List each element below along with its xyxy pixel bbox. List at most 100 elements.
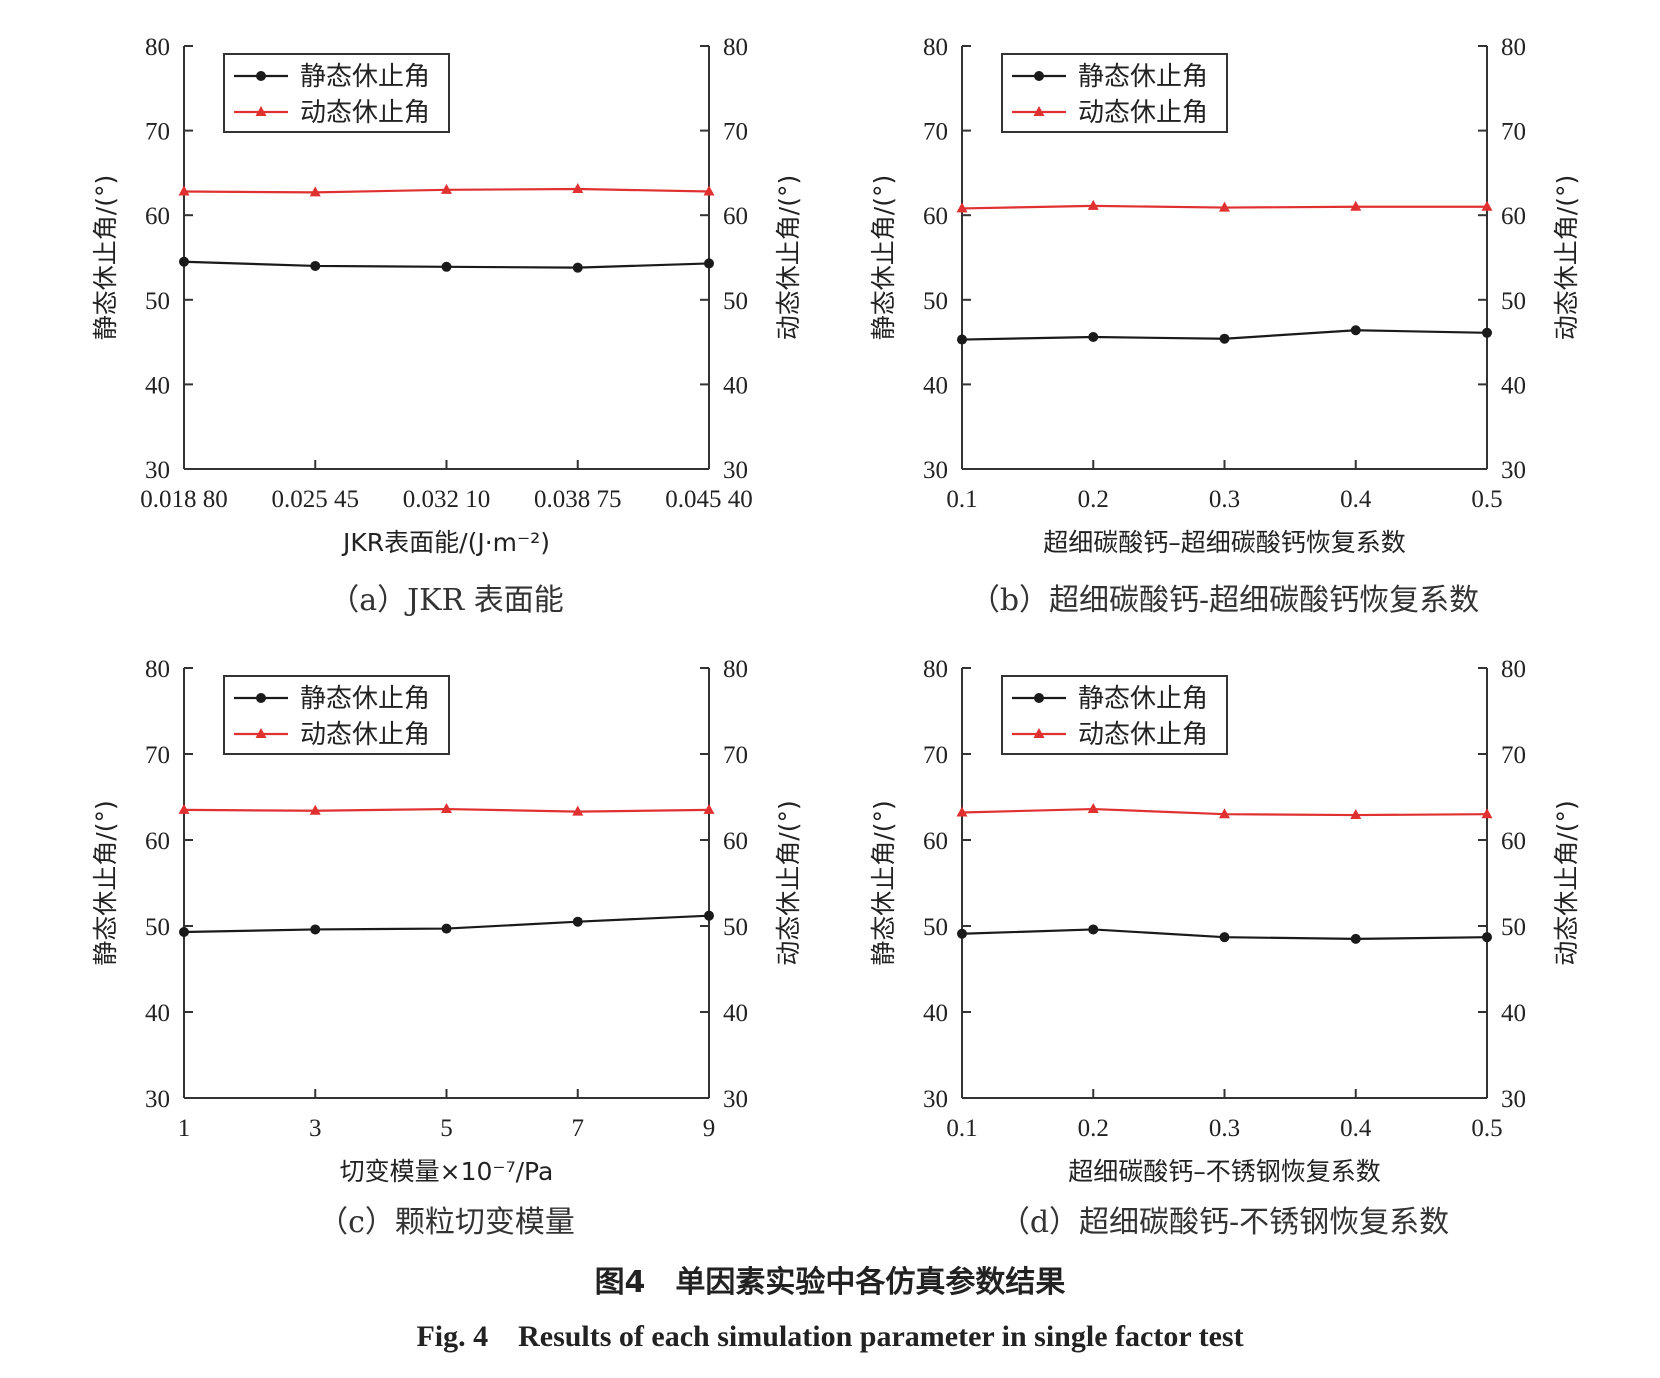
dynamic-data-point <box>956 202 968 213</box>
dynamic-data-point <box>309 804 321 815</box>
right-y-tick-label: 40 <box>723 1000 748 1027</box>
left-y-tick-label: 40 <box>145 1000 170 1027</box>
x-tick-label: 0.018 80 <box>140 486 228 513</box>
legend-marker-circle <box>256 693 266 703</box>
right-y-tick-label: 30 <box>1501 1086 1526 1113</box>
dynamic-data-point <box>309 186 321 197</box>
x-axis-title: 切变模量×10⁻⁷/Pa <box>340 1157 554 1186</box>
x-tick-label: 5 <box>440 1115 453 1142</box>
right-y-tick-label: 70 <box>1501 119 1526 146</box>
dynamic-data-point <box>1481 808 1493 819</box>
right-y-tick-label: 40 <box>723 372 748 399</box>
left-y-tick-label: 80 <box>923 34 948 61</box>
right-y-tick-label: 80 <box>1501 656 1526 683</box>
x-tick-label: 0.3 <box>1209 1115 1240 1142</box>
right-y-tick-label: 30 <box>723 1086 748 1113</box>
right-y-tick-label: 70 <box>723 119 748 146</box>
x-tick-label: 1 <box>178 1115 191 1142</box>
right-y-axis-title: 动态休止角/(°) <box>774 800 803 965</box>
right-y-tick-label: 50 <box>1501 288 1526 315</box>
left-y-tick-label: 50 <box>923 914 948 941</box>
legend-box <box>1001 53 1228 133</box>
legend-marker-triangle <box>1033 728 1045 738</box>
legend-label: 静态休止角 <box>300 684 430 714</box>
dynamic-data-point <box>1481 200 1493 211</box>
left-y-tick-label: 60 <box>923 203 948 230</box>
x-axis-title: 超细碳酸钙–不锈钢恢复系数 <box>1068 1157 1381 1186</box>
legend-box <box>223 53 450 133</box>
left-y-tick-label: 80 <box>145 34 170 61</box>
legend-label: 动态休止角 <box>300 98 430 128</box>
dynamic-data-point <box>703 185 715 196</box>
right-y-tick-label: 60 <box>1501 828 1526 855</box>
x-tick-label: 0.3 <box>1209 486 1240 513</box>
right-y-axis-title: 动态休止角/(°) <box>1552 175 1581 340</box>
static-data-point <box>1088 332 1099 343</box>
panel-caption: （b）超细碳酸钙-超细碳酸钙恢复系数 <box>970 583 1479 618</box>
right-y-tick-label: 60 <box>723 203 748 230</box>
left-y-axis-title: 静态休止角/(°) <box>91 800 120 965</box>
x-tick-label: 0.032 10 <box>403 486 491 513</box>
left-y-axis-title: 静态休止角/(°) <box>869 800 898 965</box>
right-y-tick-label: 60 <box>1501 203 1526 230</box>
legend-box <box>1001 675 1228 755</box>
static-data-point <box>704 910 714 921</box>
left-y-tick-label: 70 <box>923 742 948 769</box>
chart-panel-b: 30 30 40 40 50 50 60 60 70 70 80 80 0.1 0.2 0.3 0.4 0.5 静… <box>869 34 1581 618</box>
dynamic-data-point <box>1219 201 1230 212</box>
legend-marker-triangle <box>255 728 267 738</box>
right-y-tick-label: 80 <box>723 656 748 683</box>
x-tick-label: 0.1 <box>946 1115 977 1142</box>
right-y-tick-label: 70 <box>1501 742 1526 769</box>
dynamic-data-point <box>178 803 190 814</box>
legend-marker-circle <box>256 71 266 81</box>
static-data-point <box>957 928 967 939</box>
legend-label: 静态休止角 <box>1078 684 1208 714</box>
dynamic-data-point <box>1219 808 1230 819</box>
x-tick-label: 0.5 <box>1471 1115 1502 1142</box>
left-y-tick-label: 70 <box>923 119 948 146</box>
left-y-tick-label: 30 <box>145 1086 170 1113</box>
left-y-axis-title: 静态休止角/(°) <box>91 175 120 340</box>
x-tick-label: 0.038 75 <box>534 486 622 513</box>
legend-marker-triangle <box>1033 106 1045 116</box>
static-data-point <box>179 256 189 267</box>
left-y-tick-label: 30 <box>923 1086 948 1113</box>
static-data-point <box>1350 325 1361 336</box>
x-tick-label: 3 <box>309 1115 322 1142</box>
static-data-point <box>704 258 714 269</box>
x-tick-label: 0.2 <box>1078 486 1109 513</box>
static-data-point <box>1219 333 1230 344</box>
right-y-tick-label: 70 <box>723 742 748 769</box>
left-y-tick-label: 30 <box>923 457 948 484</box>
left-y-axis-title: 静态休止角/(°) <box>869 175 898 340</box>
static-data-point <box>1482 327 1492 338</box>
panel-caption: （a）JKR 表面能 <box>329 583 563 618</box>
dynamic-data-point <box>178 185 190 196</box>
x-tick-label: 0.045 40 <box>665 486 753 513</box>
panel-caption: （c）颗粒切变模量 <box>318 1205 575 1240</box>
legend-marker-circle <box>1034 693 1044 703</box>
dynamic-data-point <box>572 182 584 193</box>
static-data-point <box>1088 924 1099 935</box>
dynamic-data-point <box>1087 803 1099 814</box>
x-tick-label: 0.025 45 <box>272 486 360 513</box>
chart-panel-a: 30 30 40 40 50 50 60 60 70 70 80 80 0.018 80 0.025 45… <box>91 34 803 618</box>
left-y-tick-label: 30 <box>145 457 170 484</box>
static-data-point <box>1482 932 1492 943</box>
left-y-tick-label: 80 <box>145 656 170 683</box>
legend-label: 静态休止角 <box>1078 62 1208 92</box>
left-y-tick-label: 70 <box>145 742 170 769</box>
right-y-axis-title: 动态休止角/(°) <box>774 175 803 340</box>
left-y-tick-label: 60 <box>145 203 170 230</box>
legend-label: 动态休止角 <box>1078 98 1208 128</box>
right-y-tick-label: 50 <box>723 914 748 941</box>
left-y-tick-label: 40 <box>145 372 170 399</box>
right-y-tick-label: 80 <box>723 34 748 61</box>
x-axis-title: JKR表面能/(J·m⁻²) <box>341 528 550 557</box>
right-y-tick-label: 60 <box>723 828 748 855</box>
dynamic-data-point <box>1350 809 1362 820</box>
chart-panel-d: 30 30 40 40 50 50 60 60 70 70 80 80 0.1 0.2 0.3 0.4 0.5 静… <box>869 656 1581 1240</box>
